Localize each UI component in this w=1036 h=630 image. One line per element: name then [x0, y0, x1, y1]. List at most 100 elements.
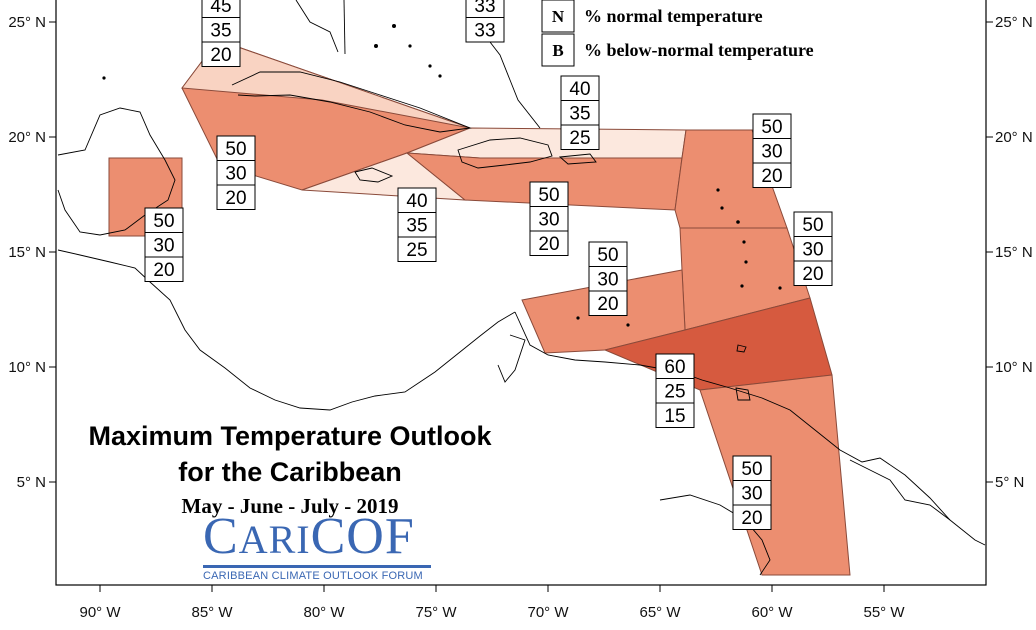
- prob-cell: [752, 138, 792, 164]
- prob-cell: [397, 212, 437, 238]
- prob-value: 50: [802, 215, 823, 236]
- prob-value: 45: [210, 0, 231, 17]
- title-line-1: Maximum Temperature Outlook: [88, 421, 492, 451]
- prob-value: 25: [664, 382, 685, 403]
- logo-wordmark: CARICOF: [203, 511, 431, 568]
- prob-value: 30: [761, 142, 782, 163]
- prob-stack-guianas: 50 30 20: [732, 455, 772, 530]
- lat-tick-label-right: 15° N: [995, 244, 1033, 261]
- prob-value: 35: [569, 104, 590, 125]
- prob-cell: [588, 266, 628, 292]
- prob-cell: [732, 480, 772, 506]
- prob-cell: [201, 17, 241, 43]
- prob-cell: [529, 230, 569, 256]
- prob-value: 40: [406, 191, 427, 212]
- prob-value: 60: [664, 357, 685, 378]
- prob-stack-cuba: 50 30 20: [216, 135, 256, 210]
- prob-value: 33: [474, 0, 495, 17]
- prob-cell: [793, 260, 833, 286]
- coastlines: [57, 0, 986, 576]
- prob-value: 35: [210, 21, 231, 42]
- axes: 90° W 85° W 80° W 75° W 70° W 65° W 60° W 55° W…: [8, 14, 1032, 621]
- prob-cell: [560, 124, 600, 150]
- prob-value: 25: [569, 128, 590, 149]
- prob-value: 20: [538, 234, 559, 255]
- logo-subtitle: CARIBBEAN CLIMATE OUTLOOK FORUM: [203, 570, 423, 582]
- lon-tick-label: 85° W: [191, 604, 233, 621]
- prob-value: 50: [538, 185, 559, 206]
- prob-cell: [588, 241, 628, 267]
- prob-value: 40: [569, 79, 590, 100]
- legend-key-b: B: [552, 41, 563, 60]
- prob-cell: [793, 236, 833, 262]
- prob-value: 30: [225, 164, 246, 185]
- prob-stack-bahamas-top: 45 35 20: [201, 0, 241, 67]
- title-line-2: for the Caribbean: [178, 457, 402, 487]
- prob-value: 20: [153, 260, 174, 281]
- prob-value: 20: [741, 508, 762, 529]
- prob-value: 30: [597, 270, 618, 291]
- lat-tick-label-right: 20° N: [995, 129, 1033, 146]
- lon-tick-label: 90° W: [79, 604, 121, 621]
- prob-value: 25: [406, 240, 427, 261]
- legend-key-box: [541, 0, 575, 33]
- prob-cell: [655, 402, 695, 428]
- prob-cell: [216, 184, 256, 210]
- lon-tick-label: 70° W: [527, 604, 569, 621]
- map-title: Maximum Temperature Outlook for the Cari…: [60, 418, 520, 520]
- prob-value: 30: [538, 210, 559, 231]
- prob-cell: [655, 378, 695, 404]
- prob-cell: [732, 504, 772, 530]
- prob-cell: [201, 41, 241, 67]
- prob-stack-trinidad-tobago: 60 25 15: [655, 353, 695, 428]
- prob-stack-jamaica: 40 35 25: [397, 187, 437, 262]
- lat-tick-label-left: 25° N: [8, 14, 46, 31]
- prob-cell: [144, 256, 184, 282]
- lon-tick-label: 75° W: [415, 604, 457, 621]
- prob-cell: [529, 181, 569, 207]
- prob-cell: [144, 232, 184, 258]
- zone-guianas[interactable]: [699, 374, 851, 576]
- prob-cell: [752, 162, 792, 188]
- prob-value: 20: [761, 166, 782, 187]
- legend-label-b: % below-normal temperature: [584, 40, 814, 60]
- prob-value: 30: [802, 240, 823, 261]
- prob-value: 20: [597, 294, 618, 315]
- prob-stack-hispaniola-puerto-rico: 50 30 20: [529, 181, 569, 256]
- lat-tick-label-right: 10° N: [995, 359, 1033, 376]
- prob-value: 15: [664, 406, 685, 427]
- prob-value: 50: [153, 211, 174, 232]
- prob-cell: [793, 211, 833, 237]
- prob-stack-belize: 50 30 20: [144, 207, 184, 282]
- prob-value: 20: [225, 188, 246, 209]
- lon-tick-label: 60° W: [751, 604, 793, 621]
- prob-stack-leeward-islands: 50 30 20: [752, 113, 792, 188]
- prob-value: 35: [406, 216, 427, 237]
- lon-tick-label: 55° W: [863, 604, 905, 621]
- prob-value: 20: [210, 45, 231, 66]
- prob-value: 30: [741, 484, 762, 505]
- prob-value: 20: [802, 264, 823, 285]
- prob-cell: [144, 207, 184, 233]
- prob-cell: [588, 290, 628, 316]
- legend-label-n: % normal temperature: [584, 6, 763, 26]
- legend: N % normal temperature B % below-normal …: [541, 0, 814, 67]
- caricof-logo: CARICOF CARIBBEAN CLIMATE OUTLOOK FORUM: [203, 511, 435, 582]
- lat-tick-label-right: 5° N: [995, 474, 1024, 491]
- prob-cell: [465, 17, 505, 43]
- lat-tick-label-left: 10° N: [8, 359, 46, 376]
- prob-stack-abc-islands: 50 30 20: [588, 241, 628, 316]
- title-period: May - June - July - 2019: [181, 494, 399, 518]
- legend-key-box: [541, 33, 575, 67]
- prob-cell: [732, 455, 772, 481]
- legend-key-n: N: [552, 7, 565, 26]
- islands: [102, 24, 782, 327]
- lon-tick-label: 65° W: [639, 604, 681, 621]
- prob-value: 50: [225, 139, 246, 160]
- prob-value: 30: [153, 236, 174, 257]
- prob-value: 50: [761, 117, 782, 138]
- prob-cell: [529, 206, 569, 232]
